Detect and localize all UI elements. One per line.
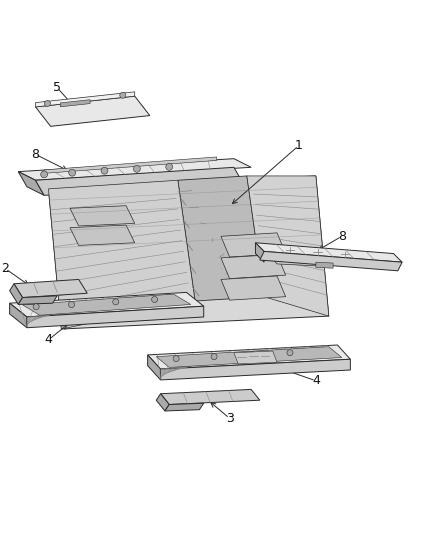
Circle shape — [33, 304, 39, 310]
Text: 5: 5 — [53, 81, 61, 94]
Circle shape — [68, 302, 74, 308]
Polygon shape — [161, 359, 350, 380]
Polygon shape — [70, 225, 135, 245]
Circle shape — [69, 169, 76, 176]
Circle shape — [287, 350, 293, 356]
Circle shape — [166, 164, 173, 171]
Polygon shape — [247, 176, 329, 316]
Polygon shape — [10, 303, 27, 328]
Text: 3: 3 — [226, 412, 233, 425]
Circle shape — [211, 353, 217, 360]
Circle shape — [44, 100, 50, 107]
Polygon shape — [161, 390, 260, 405]
Polygon shape — [156, 394, 169, 411]
Polygon shape — [35, 167, 243, 195]
Polygon shape — [14, 279, 87, 297]
Polygon shape — [18, 296, 57, 304]
Text: 8: 8 — [32, 148, 39, 161]
Polygon shape — [165, 403, 204, 411]
Polygon shape — [221, 276, 286, 300]
Circle shape — [173, 356, 179, 361]
Polygon shape — [35, 92, 135, 107]
Circle shape — [41, 171, 48, 178]
Polygon shape — [316, 262, 333, 268]
Polygon shape — [23, 294, 191, 315]
Circle shape — [113, 299, 119, 305]
Circle shape — [120, 92, 126, 98]
Text: 4: 4 — [312, 374, 320, 387]
Polygon shape — [264, 249, 329, 266]
Circle shape — [152, 296, 158, 303]
Polygon shape — [148, 345, 350, 369]
Polygon shape — [49, 180, 195, 329]
Text: 8: 8 — [338, 230, 346, 243]
Polygon shape — [35, 96, 150, 126]
Polygon shape — [148, 355, 161, 380]
Polygon shape — [178, 176, 264, 301]
Polygon shape — [70, 206, 135, 226]
Polygon shape — [221, 233, 286, 257]
Polygon shape — [255, 243, 264, 262]
Circle shape — [249, 352, 255, 358]
Polygon shape — [18, 172, 44, 195]
Polygon shape — [60, 100, 90, 107]
Circle shape — [101, 167, 108, 174]
Polygon shape — [260, 252, 402, 271]
Polygon shape — [234, 351, 277, 364]
Polygon shape — [156, 347, 342, 367]
Polygon shape — [10, 293, 204, 317]
Polygon shape — [49, 176, 329, 329]
Polygon shape — [18, 159, 251, 180]
Text: 1: 1 — [295, 139, 303, 152]
Polygon shape — [255, 243, 402, 262]
Circle shape — [134, 165, 140, 172]
Polygon shape — [221, 254, 286, 279]
Polygon shape — [10, 284, 23, 304]
Text: 4: 4 — [45, 333, 53, 346]
Polygon shape — [44, 157, 217, 173]
Polygon shape — [27, 306, 204, 328]
Text: 2: 2 — [1, 262, 9, 275]
